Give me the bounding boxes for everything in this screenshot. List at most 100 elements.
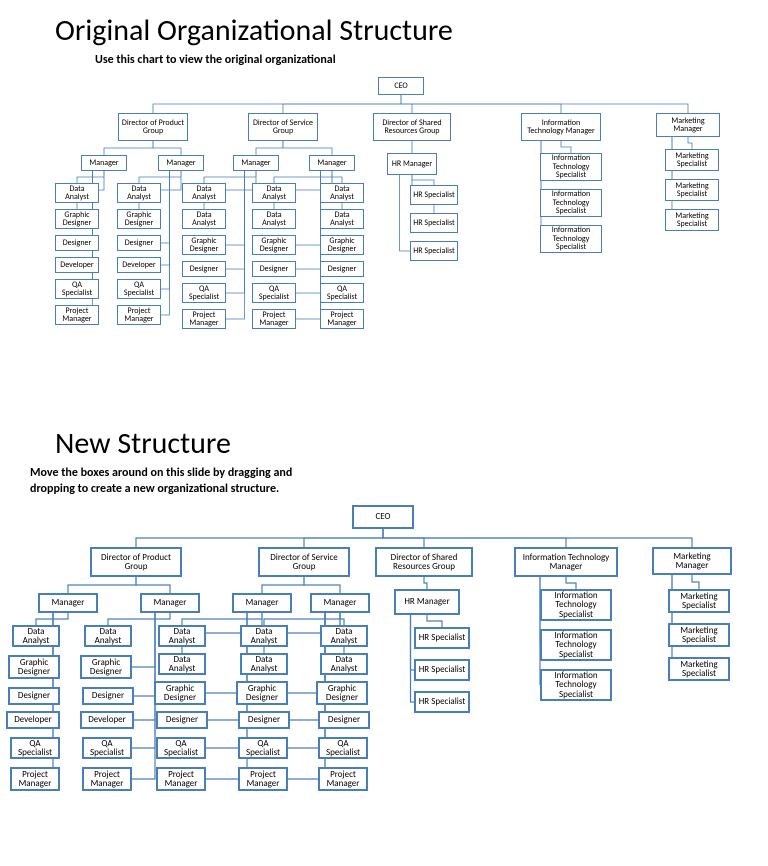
org-node-dv2: Developer — [117, 257, 161, 273]
org-node-gd2: Graphic Designer — [117, 209, 161, 229]
org-node-de2[interactable]: Designer — [82, 687, 134, 705]
org-node-da4b[interactable]: Data Analyst — [240, 653, 288, 675]
org-node-itm[interactable]: Information Technology Manager — [514, 547, 618, 577]
subtitle-original: Use this chart to view the original orga… — [0, 53, 768, 67]
org-node-de3[interactable]: Designer — [156, 711, 208, 729]
org-node-pm3[interactable]: Project Manager — [156, 767, 206, 791]
org-node-gd1: Graphic Designer — [55, 209, 99, 229]
org-node-gd3[interactable]: Graphic Designer — [154, 681, 206, 705]
org-node-da5b: Data Analyst — [320, 209, 364, 229]
org-node-dv1[interactable]: Developer — [6, 711, 60, 729]
title-new: New Structure — [0, 417, 768, 466]
org-node-m3: Manager — [233, 155, 279, 171]
org-node-da4a: Data Analyst — [252, 183, 296, 203]
org-node-hr2[interactable]: HR Specialist — [414, 659, 470, 681]
subtitle-new: Move the boxes around on this slide by d… — [0, 466, 330, 497]
org-node-itm: Information Technology Manager — [521, 113, 601, 141]
org-node-pm5[interactable]: Project Manager — [318, 767, 368, 791]
org-node-qa1: QA Specialist — [55, 279, 99, 299]
org-node-da5b[interactable]: Data Analyst — [320, 653, 368, 675]
org-node-da5[interactable]: Data Analyst — [320, 625, 368, 647]
org-node-dpg[interactable]: Director of Product Group — [90, 547, 182, 577]
org-node-it1: Information Technology Specialist — [540, 153, 602, 181]
org-node-ceo: CEO — [378, 77, 424, 95]
org-node-dpg: Director of Product Group — [118, 113, 188, 141]
org-node-da3b: Data Analyst — [182, 209, 226, 229]
org-node-da3b[interactable]: Data Analyst — [158, 653, 206, 675]
org-node-m3[interactable]: Manager — [232, 593, 292, 613]
org-node-ceo[interactable]: CEO — [352, 505, 414, 529]
org-node-qa5: QA Specialist — [320, 283, 364, 303]
org-node-it3: Information Technology Specialist — [540, 225, 602, 253]
org-node-da4a[interactable]: Data Analyst — [240, 625, 288, 647]
org-node-hr2: HR Specialist — [410, 213, 458, 233]
org-node-hrm[interactable]: HR Manager — [394, 589, 460, 615]
org-node-gd1[interactable]: Graphic Designer — [8, 655, 60, 679]
org-node-da4b: Data Analyst — [252, 209, 296, 229]
org-node-qa4: QA Specialist — [252, 283, 296, 303]
org-node-da1[interactable]: Data Analyst — [12, 625, 60, 647]
org-node-gd2[interactable]: Graphic Designer — [80, 655, 132, 679]
org-node-hr1[interactable]: HR Specialist — [414, 627, 470, 649]
org-node-m1: Manager — [81, 155, 127, 171]
org-chart-original: CEO Director of Product Group Director of … — [0, 67, 768, 417]
org-node-pm1: Project Manager — [55, 305, 99, 325]
org-node-pm2: Project Manager — [117, 305, 161, 325]
org-node-de3: Designer — [182, 261, 226, 277]
org-node-qa5[interactable]: QA Specialist — [318, 737, 368, 759]
org-node-qa3[interactable]: QA Specialist — [156, 737, 206, 759]
org-node-da1: Data Analyst — [55, 183, 99, 203]
org-node-dv2[interactable]: Developer — [80, 711, 134, 729]
org-node-dsg[interactable]: Director of Service Group — [258, 547, 350, 577]
org-node-pm4[interactable]: Project Manager — [238, 767, 288, 791]
org-node-it1[interactable]: Information Technology Specialist — [540, 589, 612, 621]
org-node-dsg: Director of Service Group — [248, 113, 318, 141]
org-node-pm2[interactable]: Project Manager — [82, 767, 132, 791]
org-node-mm[interactable]: Marketing Manager — [652, 547, 732, 575]
org-node-ms3[interactable]: Marketing Specialist — [668, 657, 730, 681]
org-node-pm4: Project Manager — [252, 309, 296, 329]
org-node-gd3: Graphic Designer — [182, 235, 226, 255]
org-node-gd4[interactable]: Graphic Designer — [236, 681, 288, 705]
org-node-qa2: QA Specialist — [117, 279, 161, 299]
org-node-pm5: Project Manager — [320, 309, 364, 329]
org-node-hr3[interactable]: HR Specialist — [414, 691, 470, 713]
org-node-pm3: Project Manager — [182, 309, 226, 329]
org-node-m4[interactable]: Manager — [310, 593, 370, 613]
org-node-gd5[interactable]: Graphic Designer — [316, 681, 368, 705]
org-node-gd4: Graphic Designer — [252, 235, 296, 255]
org-node-da2[interactable]: Data Analyst — [84, 625, 132, 647]
org-node-pm1[interactable]: Project Manager — [10, 767, 60, 791]
org-node-qa4[interactable]: QA Specialist — [238, 737, 288, 759]
org-node-dsr[interactable]: Director of Shared Resources Group — [375, 547, 473, 577]
org-node-it3[interactable]: Information Technology Specialist — [540, 669, 612, 701]
org-node-mm: Marketing Manager — [656, 113, 720, 137]
org-node-da3a[interactable]: Data Analyst — [158, 625, 206, 647]
org-node-de1[interactable]: Designer — [8, 687, 60, 705]
org-node-de4[interactable]: Designer — [238, 711, 290, 729]
org-node-m1[interactable]: Manager — [38, 593, 98, 613]
org-node-m2[interactable]: Manager — [140, 593, 200, 613]
org-node-ms1[interactable]: Marketing Specialist — [668, 589, 730, 613]
org-node-hrm: HR Manager — [387, 153, 437, 175]
org-node-de2: Designer — [117, 235, 161, 251]
org-node-ms2[interactable]: Marketing Specialist — [668, 623, 730, 647]
org-node-m4: Manager — [309, 155, 355, 171]
org-node-it2[interactable]: Information Technology Specialist — [540, 629, 612, 661]
org-node-da3a: Data Analyst — [182, 183, 226, 203]
org-node-qa3: QA Specialist — [182, 283, 226, 303]
title-original: Original Organizational Structure — [0, 0, 768, 53]
org-node-de1: Designer — [55, 235, 99, 251]
org-chart-new: CEO Director of Product Group Director of … — [0, 497, 768, 857]
org-node-it2: Information Technology Specialist — [540, 189, 602, 217]
org-node-qa2[interactable]: QA Specialist — [82, 737, 132, 759]
org-node-ms2: Marketing Specialist — [665, 179, 719, 201]
org-node-dsr: Director of Shared Resources Group — [373, 113, 451, 141]
org-node-dv1: Developer — [55, 257, 99, 273]
org-node-qa1[interactable]: QA Specialist — [10, 737, 60, 759]
section-original: Original Organizational Structure Use th… — [0, 0, 768, 417]
section-new: New Structure Move the boxes around on t… — [0, 417, 768, 857]
org-node-ms1: Marketing Specialist — [665, 149, 719, 171]
org-node-ms3: Marketing Specialist — [665, 209, 719, 231]
org-node-de5[interactable]: Designer — [318, 711, 370, 729]
